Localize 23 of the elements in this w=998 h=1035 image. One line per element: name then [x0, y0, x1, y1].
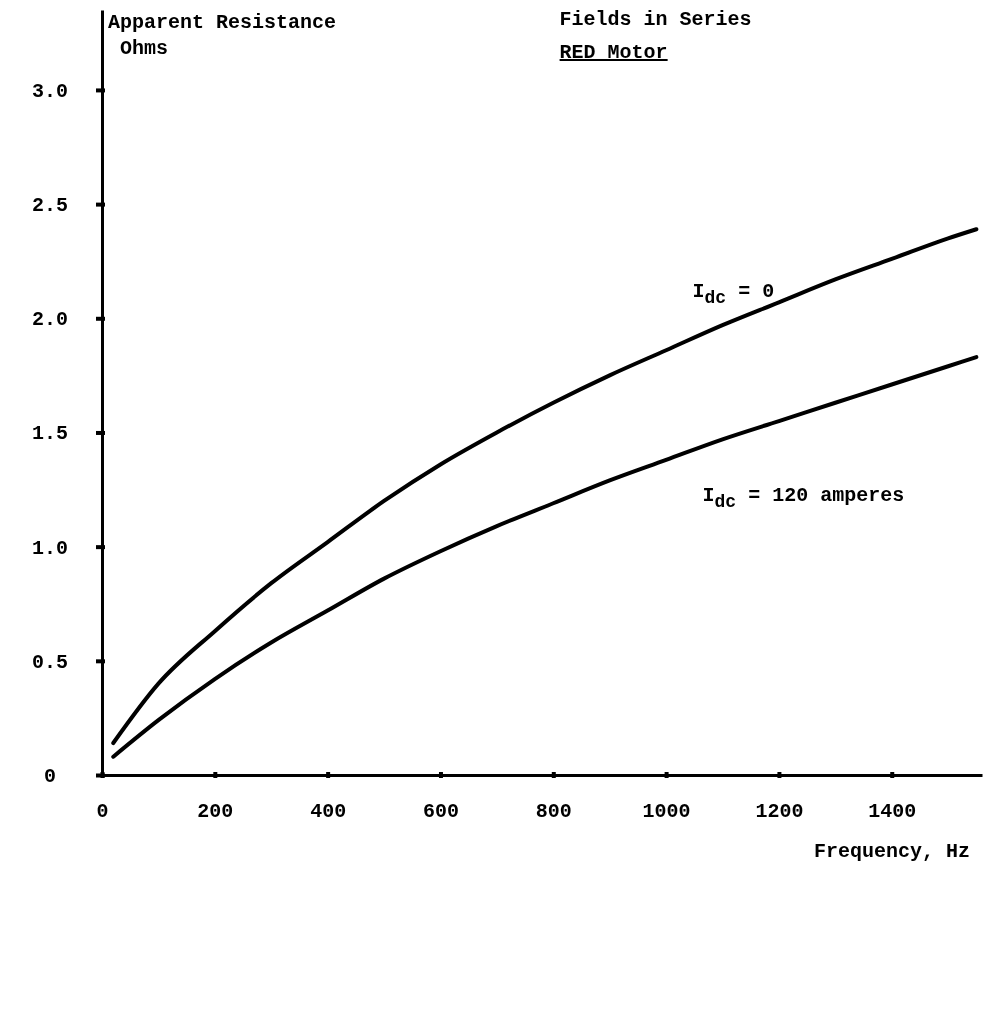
line-series [111, 355, 979, 759]
x-tick-label: 1000 [642, 800, 691, 824]
x-axis-title: Frequency, Hz [813, 840, 970, 863]
x-tick-label: 1400 [868, 800, 917, 824]
text: RED Motor [559, 41, 668, 64]
y-tick-label: 0.5 [31, 650, 69, 674]
x-tick-label: 800 [535, 800, 572, 824]
x-tick-label: 0 [96, 800, 109, 824]
x-tick-label: 400 [310, 800, 347, 824]
x-tick-label: 1200 [755, 800, 804, 824]
y-axis-title: Apparent Resistance Ohms [108, 11, 337, 60]
chart-title: Fields in Series [559, 8, 752, 31]
y-tick-label: 1.5 [31, 422, 69, 446]
series-label: I$_{dc}$ = 120 amperes [702, 484, 905, 513]
line-series [111, 227, 979, 746]
y-tick-label: 1.0 [31, 536, 69, 560]
x-tick-label: 600 [422, 800, 459, 824]
y-tick-label: 2.5 [31, 194, 69, 217]
y-tick-label: 3.0 [31, 79, 69, 103]
x-tick-label: 200 [197, 800, 234, 824]
y-tick-label: 0 [43, 764, 57, 788]
series-label: I$_{dc}$ = 0 [692, 280, 775, 309]
y-tick-label: 2.0 [31, 308, 69, 332]
